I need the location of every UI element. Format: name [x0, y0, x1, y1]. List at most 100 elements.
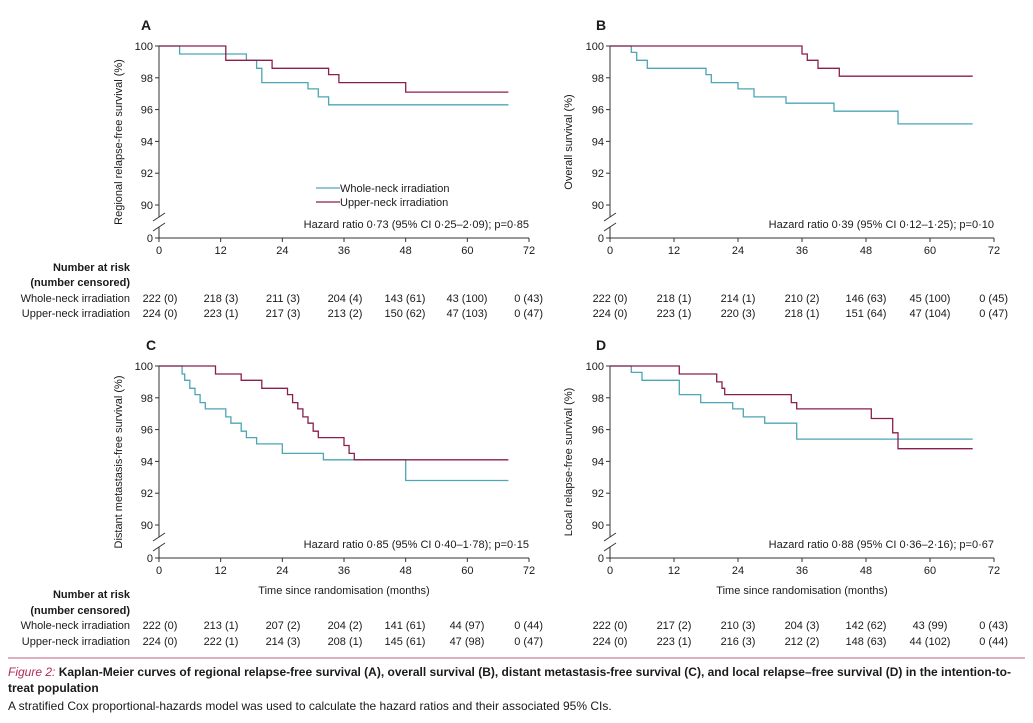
risk-cell: 223 (1) [657, 308, 692, 320]
risk-cell: 222 (0) [143, 620, 178, 632]
risk-cell: 47 (98) [450, 636, 485, 648]
caption-note: A stratified Cox proportional-hazards mo… [8, 699, 612, 713]
survival-curve-whole-neck [610, 45, 973, 125]
risk-row-label: Upper-neck irradiation [22, 308, 130, 320]
y-axis-title: Local relapse-free survival (%) [563, 388, 575, 537]
survival-curve-upper-neck [159, 45, 509, 93]
risk-cell: 224 (0) [593, 308, 628, 320]
y-tick-label: 96 [592, 105, 604, 117]
x-tick-label: 0 [607, 245, 613, 257]
legend-entry: Upper-neck irradiation [340, 197, 448, 209]
risk-cell: 0 (47) [514, 308, 543, 320]
risk-cell: 216 (3) [721, 636, 756, 648]
risk-cell: 43 (99) [913, 620, 948, 632]
panel-a: A 0 90 92 94 96 98 100 0 12 24 36 48 60 72 Regional rel… [21, 17, 543, 320]
x-tick-label: 48 [860, 565, 872, 577]
risk-cell: 207 (2) [266, 620, 301, 632]
risk-cell: 210 (3) [721, 620, 756, 632]
survival-curve-whole-neck [159, 365, 509, 482]
y-tick-label: 100 [135, 361, 153, 373]
risk-table-title: Number at risk [53, 589, 131, 601]
risk-cell: 0 (47) [514, 636, 543, 648]
panel-d: D 0 90 92 94 96 98 100 0 12 24 36 48 60 72 Local relaps… [563, 337, 1008, 648]
panel-b: B 0 90 92 94 96 98 100 0 12 24 36 48 60 72 Overall surv… [563, 17, 1008, 320]
x-tick-label: 36 [796, 565, 808, 577]
risk-cell: 142 (62) [846, 620, 887, 632]
risk-cell: 224 (0) [593, 636, 628, 648]
survival-curve-upper-neck [159, 365, 509, 461]
risk-cell: 0 (44) [979, 636, 1008, 648]
risk-cell: 47 (104) [910, 308, 951, 320]
x-tick-label: 36 [338, 565, 350, 577]
risk-cell: 224 (0) [143, 636, 178, 648]
risk-cell: 141 (61) [385, 620, 426, 632]
y-tick-label: 96 [141, 105, 153, 117]
risk-table-title: (number censored) [30, 605, 130, 617]
risk-cell: 146 (63) [846, 293, 887, 305]
y-tick-label: 100 [586, 41, 604, 53]
x-tick-label: 24 [276, 565, 288, 577]
axis-break-mark [603, 222, 617, 232]
caption-label: Figure 2: [8, 665, 56, 679]
risk-cell: 224 (0) [143, 308, 178, 320]
x-tick-label: 48 [860, 245, 872, 257]
hazard-ratio-annotation: Hazard ratio 0·88 (95% CI 0·36–2·16); p=… [769, 539, 994, 551]
risk-cell: 217 (2) [657, 620, 692, 632]
hazard-ratio-annotation: Hazard ratio 0·85 (95% CI 0·40–1·78); p=… [304, 539, 529, 551]
risk-table-title: (number censored) [30, 277, 130, 289]
axis-break-mark [152, 532, 166, 542]
y-tick-label: 94 [592, 456, 604, 468]
risk-cell: 212 (2) [785, 636, 820, 648]
x-tick-label: 72 [523, 245, 535, 257]
risk-cell: 150 (62) [385, 308, 426, 320]
risk-cell: 223 (1) [204, 308, 239, 320]
risk-cell: 45 (100) [910, 293, 951, 305]
axis-break-mark [152, 222, 166, 232]
x-tick-label: 12 [668, 245, 680, 257]
y-tick-label: 0 [147, 233, 153, 245]
x-tick-label: 0 [156, 245, 162, 257]
risk-table: Number at risk (number censored) Whole-nec… [21, 262, 543, 320]
risk-table: 222 (0) 217 (2) 210 (3) 204 (3) 142 (62) 43 (… [593, 620, 1008, 648]
hazard-ratio-annotation: Hazard ratio 0·73 (95% CI 0·25–2·09); p=… [304, 219, 529, 231]
y-tick-label: 90 [592, 200, 604, 212]
risk-cell: 222 (0) [593, 620, 628, 632]
x-tick-label: 72 [988, 245, 1000, 257]
y-tick-label: 90 [141, 520, 153, 532]
risk-cell: 211 (3) [266, 293, 300, 305]
x-tick-label: 12 [215, 565, 227, 577]
x-axis-title: Time since randomisation (months) [716, 585, 887, 597]
y-tick-label: 98 [141, 73, 153, 85]
risk-cell: 222 (0) [143, 293, 178, 305]
kaplan-meier-figure: A 0 90 92 94 96 98 100 0 12 24 36 48 60 72 Regional rel… [8, 17, 1025, 659]
x-tick-label: 48 [400, 565, 412, 577]
y-tick-label: 90 [592, 520, 604, 532]
risk-table-title: Number at risk [53, 262, 131, 274]
risk-cell: 213 (1) [204, 620, 239, 632]
y-tick-label: 94 [141, 456, 153, 468]
risk-cell: 217 (3) [266, 308, 301, 320]
y-tick-label: 92 [592, 488, 604, 500]
risk-cell: 43 (100) [447, 293, 488, 305]
panel-label: B [596, 17, 606, 33]
risk-cell: 0 (43) [514, 293, 543, 305]
x-tick-label: 60 [924, 245, 936, 257]
y-tick-label: 92 [592, 168, 604, 180]
x-tick-label: 0 [156, 565, 162, 577]
risk-cell: 204 (3) [785, 620, 820, 632]
risk-cell: 143 (61) [385, 293, 426, 305]
x-tick-label: 60 [461, 565, 473, 577]
y-tick-label: 98 [592, 393, 604, 405]
risk-cell: 44 (102) [910, 636, 951, 648]
risk-cell: 208 (1) [328, 636, 363, 648]
risk-cell: 210 (2) [785, 293, 820, 305]
x-tick-label: 36 [796, 245, 808, 257]
y-tick-label: 96 [141, 425, 153, 437]
caption-title: Kaplan-Meier curves of regional relapse-… [8, 665, 1011, 695]
x-axis-title: Time since randomisation (months) [258, 585, 429, 597]
y-tick-label: 98 [141, 393, 153, 405]
axis-break-mark [603, 542, 617, 552]
risk-row-label: Whole-neck irradiation [21, 620, 130, 632]
risk-cell: 218 (1) [657, 293, 692, 305]
risk-cell: 44 (97) [450, 620, 485, 632]
